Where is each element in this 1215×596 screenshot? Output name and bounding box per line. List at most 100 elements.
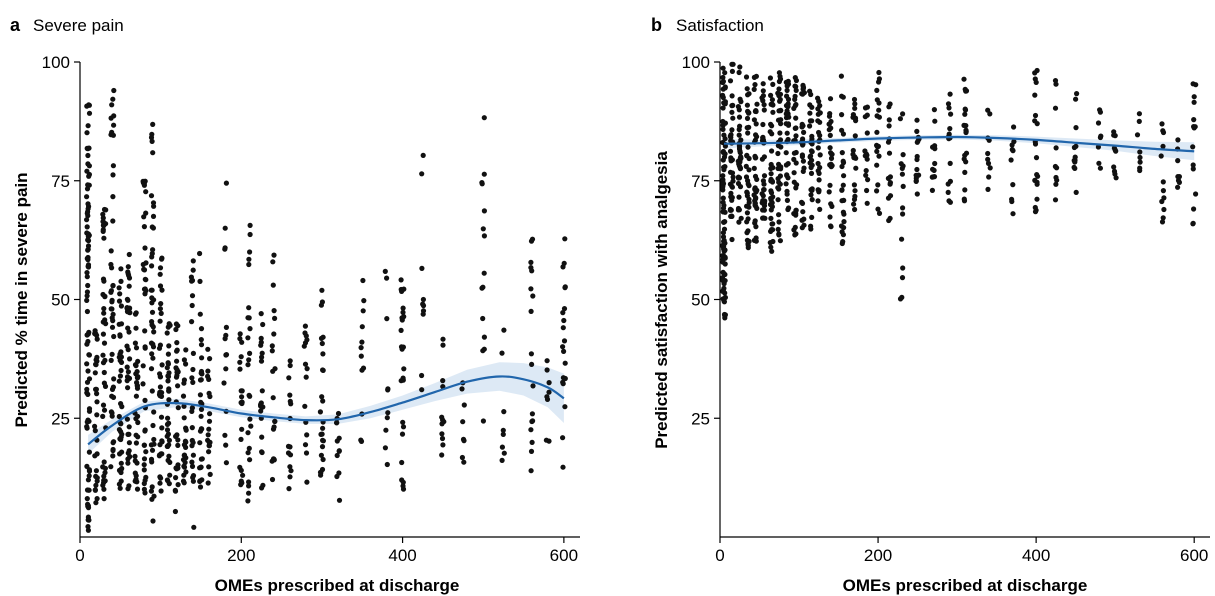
panel-b-point	[815, 118, 821, 124]
panel-a-point	[157, 306, 163, 312]
panel-a-point	[175, 383, 181, 389]
panel-b-point	[1009, 147, 1015, 153]
panel-b-point	[839, 127, 845, 133]
panel-a-point	[181, 464, 188, 470]
panel-a-point	[199, 355, 205, 361]
panel-b-point	[1190, 220, 1196, 226]
panel-b-point	[885, 195, 892, 201]
panel-b-point	[727, 148, 734, 154]
panel-b-point	[768, 190, 775, 196]
panel-a-point	[133, 325, 139, 331]
panel-b-point	[735, 180, 742, 187]
panel-a-point	[141, 467, 147, 473]
panel-a-point	[247, 326, 253, 332]
panel-a-point	[116, 427, 122, 433]
panel-b-point	[932, 118, 938, 124]
panel-b-point	[815, 145, 821, 151]
panel-b-point	[1191, 124, 1197, 130]
panel-a-point	[94, 496, 100, 502]
panel-b-point	[840, 182, 846, 188]
panel-a-point	[180, 393, 187, 399]
panel-b-point	[792, 96, 798, 102]
panel-a-point	[133, 440, 139, 446]
panel-a-trend-line	[87, 375, 565, 446]
panel-a-point	[562, 360, 568, 366]
panel-b-point	[728, 157, 734, 163]
panel-a-point	[318, 452, 324, 458]
panel-b-point	[752, 200, 758, 206]
panel-a-point	[499, 457, 505, 463]
panel-a-point	[246, 261, 252, 268]
panel-a-point	[110, 163, 116, 169]
panel-a-point	[101, 310, 107, 316]
panel-b-point	[736, 69, 742, 76]
panel-a-point	[247, 249, 253, 255]
panel-a-point	[197, 250, 203, 257]
panel-b-point	[785, 103, 791, 110]
panel-b-point	[720, 126, 726, 132]
panel-b-point	[808, 170, 815, 176]
panel-b-point	[778, 117, 784, 123]
panel-a-scatter-points	[84, 87, 568, 533]
panel-a-point	[84, 341, 90, 347]
panel-a-point	[84, 270, 90, 276]
panel-a-point	[156, 345, 163, 351]
panel-b-point	[722, 84, 728, 90]
panel-a-point	[86, 517, 92, 523]
panel-b-point	[827, 145, 833, 151]
panel-b-point	[767, 75, 774, 81]
panel-b-point	[817, 164, 823, 171]
panel-a-point	[85, 231, 91, 237]
panel-a-point	[150, 324, 156, 330]
panel-a-point	[238, 478, 244, 484]
panel-b-point	[1053, 181, 1059, 187]
panel-b-point	[864, 187, 870, 194]
panel-a-point	[149, 138, 155, 144]
panel-b-point	[961, 156, 967, 162]
panel-a-point	[166, 343, 172, 349]
panel-a-point	[101, 473, 107, 479]
panel-a-point	[440, 342, 446, 348]
panel-b-point	[947, 160, 953, 166]
panel-b-point	[776, 212, 782, 218]
panel-b-point	[1136, 118, 1142, 124]
panel-b-point	[929, 187, 936, 193]
panel-a-point	[159, 287, 165, 293]
panel-b-point	[1134, 132, 1141, 138]
panel-b-point	[1010, 211, 1016, 217]
panel-a-point	[140, 381, 146, 387]
panel-a-x-axis-title: OMEs prescribed at discharge	[215, 576, 460, 595]
panel-a-point	[528, 286, 534, 292]
panel-a-point	[223, 352, 229, 358]
panel-a-point	[530, 418, 536, 424]
panel-a-point	[100, 352, 106, 358]
panel-b-point	[886, 150, 893, 156]
panel-b-point	[962, 187, 968, 193]
panel-b-point	[767, 240, 773, 246]
panel-a-point	[118, 303, 124, 309]
panel-a-point	[189, 408, 195, 414]
panel-a-point	[173, 321, 179, 327]
panel-a-point	[149, 484, 155, 490]
panel-a-point	[108, 288, 114, 294]
panel-a-point	[124, 296, 130, 302]
panel-a-point	[260, 482, 266, 488]
panel-a-point	[223, 460, 229, 466]
panel-a-point	[164, 330, 170, 336]
panel-a-point	[285, 443, 292, 449]
panel-b-point	[1112, 133, 1118, 139]
panel-b-point	[931, 174, 938, 180]
panel-a-point	[173, 475, 179, 481]
panel-b-point	[783, 150, 789, 156]
panel-b-point	[864, 130, 870, 136]
panel-b-point	[817, 103, 823, 109]
panel-b-point	[777, 130, 783, 136]
panel-a-point	[85, 368, 91, 374]
panel-a-point	[237, 331, 243, 337]
panel-b-point	[1052, 78, 1059, 84]
panel-a-point	[159, 256, 165, 262]
panel-b-point	[914, 139, 920, 145]
panel-a-point	[165, 351, 171, 357]
panel-a-point	[246, 479, 252, 485]
panel-b-point	[720, 177, 726, 183]
